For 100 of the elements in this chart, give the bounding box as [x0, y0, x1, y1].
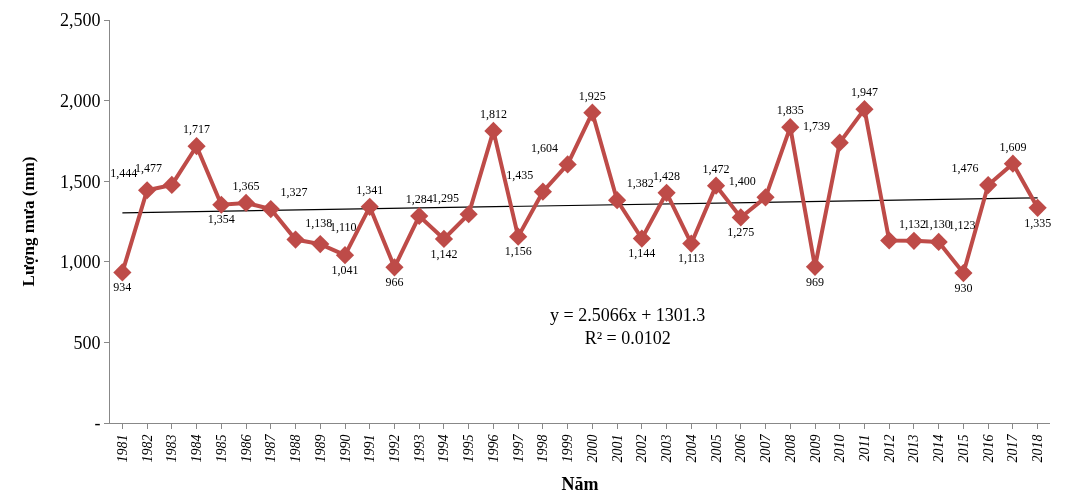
data-label: 1,444 [110, 166, 138, 181]
x-tick-label: 2018 [1030, 434, 1046, 463]
data-label: 1,156 [504, 244, 532, 259]
x-tick-label: 1999 [560, 434, 576, 463]
data-label: 934 [113, 280, 132, 295]
point [979, 175, 998, 195]
x-axis-title: Năm [561, 473, 599, 494]
x-tick-label: 1991 [362, 434, 378, 463]
data-label: 1,609 [999, 139, 1027, 154]
point [929, 232, 948, 252]
point [212, 195, 231, 214]
point [138, 181, 157, 200]
x-tick-label: 2011 [857, 434, 873, 462]
data-label: 1,275 [727, 225, 755, 240]
y-tick-label: 1,500 [59, 171, 101, 192]
y-tick-label: 2,500 [59, 10, 101, 31]
point [434, 229, 454, 249]
x-tick-label: 1983 [164, 434, 180, 463]
x-tick-label: 1993 [411, 434, 427, 463]
data-label: 1,400 [728, 173, 756, 188]
data-label: 1,327 [280, 185, 308, 200]
data-label: 1,144 [628, 246, 656, 261]
x-tick-label: 1992 [387, 434, 403, 463]
x-tick-label: 1994 [436, 434, 452, 463]
x-tick-label: 2017 [1005, 433, 1021, 463]
point [509, 227, 528, 246]
point [1028, 198, 1047, 217]
x-tick-label: 1996 [485, 434, 501, 463]
point [113, 263, 132, 282]
x-tick-label: 2006 [733, 434, 749, 463]
point [805, 257, 825, 276]
point [459, 205, 478, 224]
point [187, 137, 206, 156]
data-label: 1,132 [898, 216, 926, 231]
data-label: 1,739 [802, 118, 830, 133]
point [533, 182, 552, 201]
point [682, 234, 701, 253]
x-tick-label: 1998 [535, 434, 551, 463]
point [286, 230, 305, 249]
point [360, 197, 379, 216]
data-label: 966 [385, 275, 404, 290]
data-label: 1,365 [232, 179, 260, 194]
data-label: 930 [954, 280, 973, 295]
x-tick-label: 1988 [288, 434, 304, 463]
point [484, 121, 503, 141]
point [632, 229, 651, 248]
data-label: 1,476 [951, 161, 979, 176]
data-label: 1,835 [776, 103, 804, 118]
point [385, 258, 404, 277]
data-label: 1,717 [183, 122, 211, 137]
point [756, 188, 775, 207]
point [558, 155, 577, 174]
data-label: 1,138 [305, 215, 333, 230]
point [781, 118, 800, 137]
x-tick-label: 1984 [189, 434, 205, 463]
x-tick-label: 1982 [139, 434, 155, 463]
x-tick-label: 2008 [782, 434, 798, 463]
data-label: 1,812 [479, 107, 507, 122]
data-label: 1,604 [530, 140, 558, 155]
y-tick-label: 500 [73, 332, 101, 353]
y-tick-label: 1,000 [59, 252, 101, 273]
annotation: y = 2.5066x + 1301.3 R² = 0.0102 [550, 305, 706, 349]
data-label: 1,354 [207, 212, 235, 227]
point [880, 231, 899, 250]
x-tick-label: 2014 [931, 434, 947, 463]
data-label: 1,113 [678, 251, 705, 266]
data-label: 1,142 [430, 246, 458, 261]
point [855, 100, 874, 119]
x-tick-label: 1995 [461, 434, 477, 463]
x-tick-label: 1986 [238, 434, 254, 463]
x-tick-label: 1981 [114, 434, 130, 463]
data-label: 1,925 [578, 88, 606, 103]
x-tick-label: 2007 [758, 433, 774, 463]
x-tick-label: 2016 [980, 434, 996, 463]
point [410, 206, 429, 226]
point [236, 193, 256, 213]
data-label: 1,947 [850, 85, 878, 100]
point [608, 191, 627, 210]
point [261, 199, 280, 219]
point [830, 133, 849, 152]
data-label: 1,435 [506, 167, 534, 182]
y-tick-label: 2,000 [59, 90, 101, 111]
point [904, 231, 924, 250]
x-tick-label: 2015 [955, 434, 971, 463]
y-axis-title: Lượng mưa (mm) [19, 156, 39, 287]
x-tick-label: 2004 [683, 434, 699, 463]
data-label: 1,335 [1024, 215, 1052, 230]
x-tick-label: 2013 [906, 434, 922, 463]
x-tick-label: 2009 [807, 434, 823, 463]
data-label: 1,041 [331, 262, 359, 277]
x-tick-label: 1990 [337, 434, 353, 463]
x-tick-label: 2012 [881, 434, 897, 463]
data-label: 1,472 [702, 161, 730, 176]
point [954, 263, 973, 283]
point [162, 175, 181, 195]
point [311, 234, 330, 254]
x-tick-label: 2003 [659, 434, 675, 463]
x-tick-label: 2010 [832, 434, 848, 463]
data-label: 1,341 [356, 183, 384, 198]
x-tick-label: 1989 [312, 434, 328, 463]
